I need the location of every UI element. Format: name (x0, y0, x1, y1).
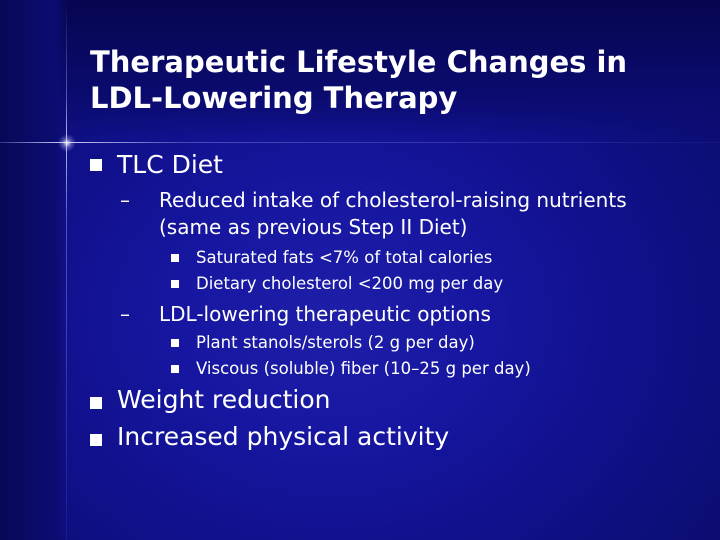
bullet-reduced-intake-line-1: Reduced intake of cholesterol-raising nu… (159, 188, 627, 212)
bullet-square-icon (90, 434, 102, 446)
bullet-plant-stanols: Plant stanols/sterols (2 g per day) (196, 333, 475, 352)
bullet-square-icon (171, 339, 179, 347)
background-top-band (0, 0, 720, 140)
slide-title: Therapeutic Lifestyle Changes in LDL-Low… (90, 44, 690, 116)
bullet-weight-reduction: Weight reduction (117, 385, 331, 414)
decorative-vertical-line (66, 0, 67, 540)
bullet-physical-activity: Increased physical activity (117, 422, 450, 451)
bullet-square-icon (171, 254, 179, 262)
bullet-dietary-cholesterol: Dietary cholesterol <200 mg per day (196, 274, 504, 293)
bullet-saturated-fats: Saturated fats <7% of total calories (196, 248, 493, 267)
decorative-light-flare (58, 134, 76, 152)
bullet-tlc-diet: TLC Diet (117, 150, 223, 179)
bullet-square-icon (90, 397, 102, 409)
bullet-reduced-intake-line-2: (same as previous Step II Diet) (159, 215, 468, 239)
decorative-horizontal-line (0, 142, 720, 143)
bullet-square-icon (90, 159, 102, 171)
bullet-viscous-fiber: Viscous (soluble) fiber (10–25 g per day… (196, 359, 531, 378)
title-line-1: Therapeutic Lifestyle Changes in (90, 45, 628, 79)
background-left-strip (0, 0, 68, 540)
bullet-square-icon (171, 365, 179, 373)
dash-bullet-icon: – (120, 302, 130, 326)
bullet-square-icon (171, 280, 179, 288)
bullet-ldl-lowering-options: LDL-lowering therapeutic options (159, 302, 491, 326)
title-line-2: LDL-Lowering Therapy (90, 81, 458, 115)
dash-bullet-icon: – (120, 188, 130, 212)
